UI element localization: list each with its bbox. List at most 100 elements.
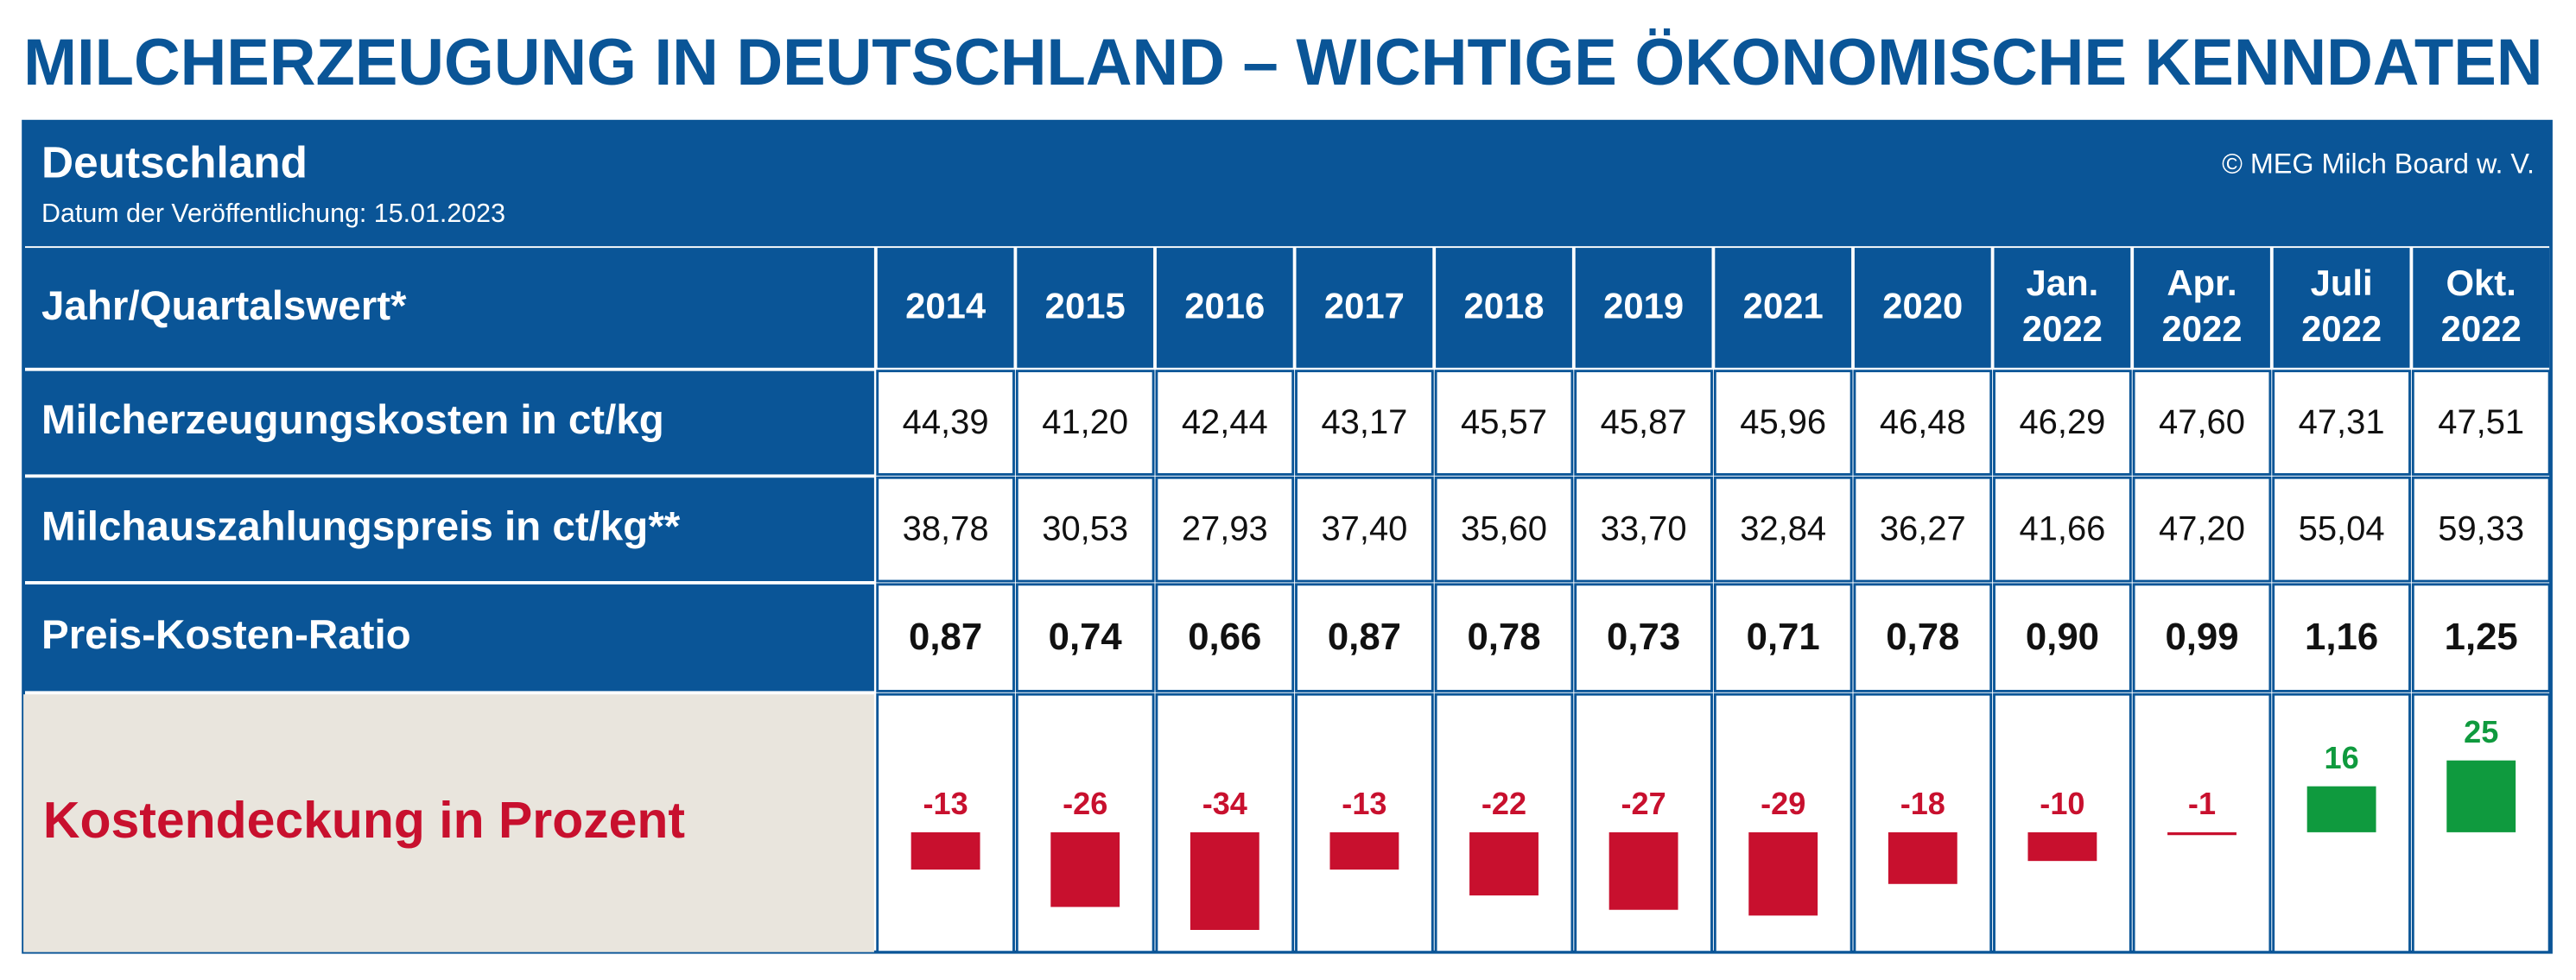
table-cell (2132, 583, 2272, 692)
cell-value: 47,20 (2159, 510, 2245, 548)
column-header: 2021 (1743, 285, 1824, 326)
cell-value: 1,25 (2445, 616, 2518, 658)
cell-value: 0,87 (909, 616, 982, 658)
cell-value: 44,39 (903, 403, 989, 441)
column-header-cell (1436, 248, 1572, 368)
cell-value: 46,29 (2019, 403, 2105, 441)
cell-value: 45,57 (1461, 403, 1547, 441)
cell-value: 0,99 (2165, 616, 2238, 658)
cell-value: 32,84 (1740, 510, 1826, 548)
table-cell (876, 476, 1015, 583)
column-header-cell (1296, 248, 1433, 368)
table-cell (1713, 583, 1853, 692)
table-cell (1434, 476, 1574, 583)
column-header-cell (1715, 248, 1852, 368)
table-cell (1993, 370, 2132, 476)
table-cell (1015, 692, 1155, 954)
table-cell (2132, 476, 2272, 583)
coverage-bar (1190, 831, 1259, 931)
coverage-value: -13 (1342, 786, 1386, 821)
page-title: MILCHERZEUGUNG IN DEUTSCHLAND – WICHTIGE… (23, 26, 2542, 99)
cell-value: 47,51 (2438, 403, 2524, 441)
cell-value: 0,90 (2026, 616, 2099, 658)
column-header-cell (1994, 248, 2131, 368)
table-cell (2411, 583, 2551, 692)
column-header-cell (2273, 248, 2410, 368)
cell-value: 0,66 (1188, 616, 1261, 658)
row-label: Milchauszahlungspreis in ct/kg** (41, 504, 681, 550)
table-cell (2411, 370, 2551, 476)
cell-value: 1,16 (2305, 616, 2378, 658)
coverage-bar (2027, 831, 2097, 862)
table-cell (876, 583, 1015, 692)
cell-value: 0,78 (1467, 616, 1540, 658)
coverage-bar (2446, 760, 2516, 832)
table-cell (1295, 583, 1434, 692)
row-label: Preis-Kosten-Ratio (41, 612, 411, 658)
table-cell (1853, 692, 1993, 954)
column-header: 2019 (1603, 285, 1684, 326)
cell-value: 0,78 (1886, 616, 1959, 658)
table-cell (1993, 583, 2132, 692)
coverage-value: -26 (1063, 786, 1107, 821)
table-cell (2132, 692, 2272, 954)
copyright: © MEG Milch Board w. V. (2222, 149, 2535, 180)
table-cell (1434, 583, 1574, 692)
coverage-bar (1050, 831, 1120, 907)
column-header: 2014 (905, 285, 987, 326)
column-header-cell (1575, 248, 1712, 368)
column-header: 2020 (1882, 285, 1963, 326)
table-cell (1015, 583, 1155, 692)
table-cell (1155, 370, 1295, 476)
table-cell (1574, 476, 1713, 583)
header-label-cell (23, 248, 874, 368)
cell-value: 35,60 (1461, 510, 1547, 548)
cell-value: 45,96 (1740, 403, 1826, 441)
cell-value: 0,74 (1049, 616, 1123, 658)
cell-value: 47,60 (2159, 403, 2245, 441)
table-cell (2272, 370, 2411, 476)
table-cell (1853, 370, 1993, 476)
coverage-bar (910, 831, 980, 870)
table-cell (1713, 476, 1853, 583)
table-cell (1853, 476, 1993, 583)
row-label-cell (23, 370, 874, 475)
column-header-cell (877, 248, 1014, 368)
table-cell (1574, 583, 1713, 692)
coverage-value: -27 (1621, 786, 1666, 821)
cell-value: 43,17 (1321, 403, 1407, 441)
table-cell (2272, 583, 2411, 692)
cell-value: 27,93 (1182, 510, 1268, 548)
table-cell (1015, 476, 1155, 583)
coverage-value: -1 (2188, 786, 2216, 821)
cell-value: 46,48 (1880, 403, 1966, 441)
table-cell (1155, 476, 1295, 583)
column-header: Apr. 2022 (2161, 262, 2242, 349)
table-cell (1015, 370, 1155, 476)
table-cell (1434, 692, 1574, 954)
table-cell (1155, 583, 1295, 692)
coverage-label-cell (23, 694, 874, 952)
coverage-bar (1469, 831, 1539, 896)
table-cell (2272, 476, 2411, 583)
table-cell (876, 370, 1015, 476)
column-header: Juli 2022 (2301, 262, 2382, 349)
row-label: Milcherzeugungskosten in ct/kg (41, 397, 664, 443)
cell-value: 33,70 (1601, 510, 1687, 548)
coverage-value: -29 (1761, 786, 1805, 821)
header-band (23, 121, 2552, 247)
column-header: Okt. 2022 (2441, 262, 2522, 349)
coverage-value: -34 (1202, 786, 1247, 821)
cell-value: 59,33 (2438, 510, 2524, 548)
column-header-cell (1854, 248, 1991, 368)
column-header-cell (2413, 248, 2550, 368)
coverage-value: 25 (2464, 714, 2498, 749)
cell-value: 41,66 (2019, 510, 2105, 548)
table-cell (1574, 370, 1713, 476)
row-label-cell (23, 477, 874, 582)
coverage-value: -18 (1900, 786, 1945, 821)
table-cell (1993, 476, 2132, 583)
column-header: Jan. 2022 (2022, 262, 2103, 349)
